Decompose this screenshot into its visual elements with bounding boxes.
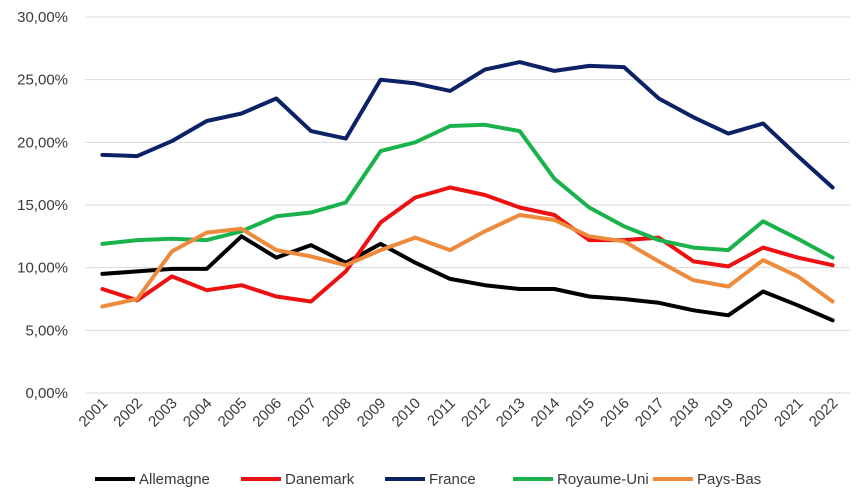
legend-item-france: France <box>385 471 476 488</box>
x-tick-label: 2007 <box>284 395 320 431</box>
x-tick-label: 2016 <box>597 395 633 431</box>
series-line-allemagne <box>100 234 835 323</box>
legend-label: Royaume-Uni <box>557 471 649 488</box>
series-line-royaume-uni <box>100 122 835 260</box>
y-tick-label: 0,00% <box>25 385 68 402</box>
series-line-danemark <box>100 185 835 304</box>
x-tick-label: 2001 <box>76 395 112 431</box>
x-axis-tick-labels: 2001 2002 2003 2004 2005 2006 2007 2008 2009 2010… <box>76 395 842 431</box>
x-tick-label: 2011 <box>424 395 459 430</box>
legend-label: Pays-Bas <box>697 471 761 488</box>
legend-label: Allemagne <box>139 471 210 488</box>
legend-item-allemagne: Allemagne <box>95 471 210 488</box>
y-tick-label: 15,00% <box>17 197 68 214</box>
x-tick-label: 2020 <box>736 395 772 431</box>
y-axis-tick-labels: 0,00% 5,00% 10,00% 15,00% 20,00% 25,00% 30,00% <box>17 9 68 402</box>
y-tick-label: 10,00% <box>17 260 68 277</box>
x-tick-label: 2017 <box>632 395 668 431</box>
x-tick-label: 2002 <box>110 395 146 431</box>
x-tick-label: 2005 <box>215 395 251 431</box>
series-line-france <box>100 60 835 190</box>
legend-label: France <box>429 471 476 488</box>
y-tick-label: 20,00% <box>17 134 68 151</box>
x-tick-label: 2018 <box>667 395 703 431</box>
series-line-pays-bas <box>100 213 835 309</box>
y-tick-label: 5,00% <box>25 322 68 339</box>
y-tick-label: 25,00% <box>17 72 68 89</box>
x-tick-label: 2012 <box>458 395 494 431</box>
x-tick-label: 2006 <box>249 395 285 431</box>
x-tick-label: 2019 <box>702 395 738 431</box>
series-lines <box>100 60 835 323</box>
x-tick-label: 2009 <box>354 395 390 431</box>
legend-item-royaume-uni: Royaume-Uni <box>513 471 649 488</box>
legend: Allemagne Danemark France Royaume-Uni Pays-B… <box>95 471 761 488</box>
x-tick-label: 2014 <box>528 395 564 431</box>
x-tick-label: 2008 <box>319 395 355 431</box>
legend-item-pays-bas: Pays-Bas <box>653 471 761 488</box>
legend-label: Danemark <box>285 471 355 488</box>
x-tick-label: 2010 <box>389 395 425 431</box>
x-tick-label: 2022 <box>806 395 842 431</box>
gridlines <box>85 16 850 394</box>
legend-item-danemark: Danemark <box>241 471 355 488</box>
y-tick-label: 30,00% <box>17 9 68 26</box>
x-tick-label: 2003 <box>145 395 181 431</box>
x-tick-label: 2004 <box>180 395 216 431</box>
x-tick-label: 2013 <box>493 395 529 431</box>
x-tick-label: 2015 <box>562 395 598 431</box>
x-tick-label: 2021 <box>771 395 807 431</box>
